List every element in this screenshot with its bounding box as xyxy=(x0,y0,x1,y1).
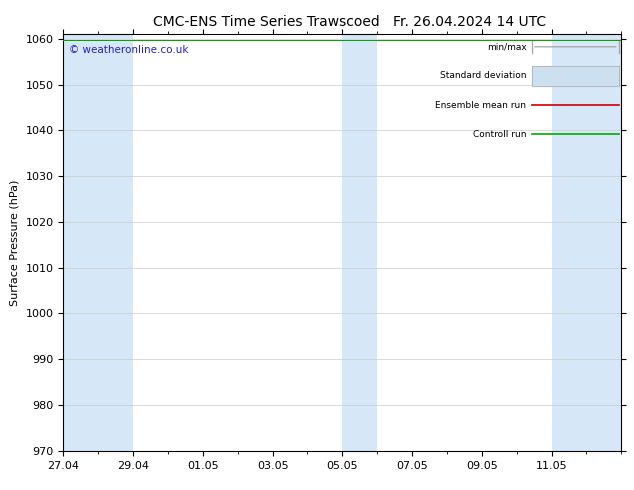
Text: © weatheronline.co.uk: © weatheronline.co.uk xyxy=(69,45,188,55)
Bar xyxy=(342,34,377,451)
Bar xyxy=(552,34,621,451)
Text: CMC-ENS Time Series Trawscoed: CMC-ENS Time Series Trawscoed xyxy=(153,15,380,29)
Text: Fr. 26.04.2024 14 UTC: Fr. 26.04.2024 14 UTC xyxy=(392,15,546,29)
Bar xyxy=(63,34,98,451)
Text: Controll run: Controll run xyxy=(473,130,526,139)
Text: Ensemble mean run: Ensemble mean run xyxy=(436,100,526,110)
Y-axis label: Surface Pressure (hPa): Surface Pressure (hPa) xyxy=(10,179,20,306)
Bar xyxy=(532,66,619,86)
Bar xyxy=(98,34,133,451)
Bar xyxy=(532,66,619,86)
Text: min/max: min/max xyxy=(487,42,526,51)
Text: Standard deviation: Standard deviation xyxy=(440,72,526,80)
